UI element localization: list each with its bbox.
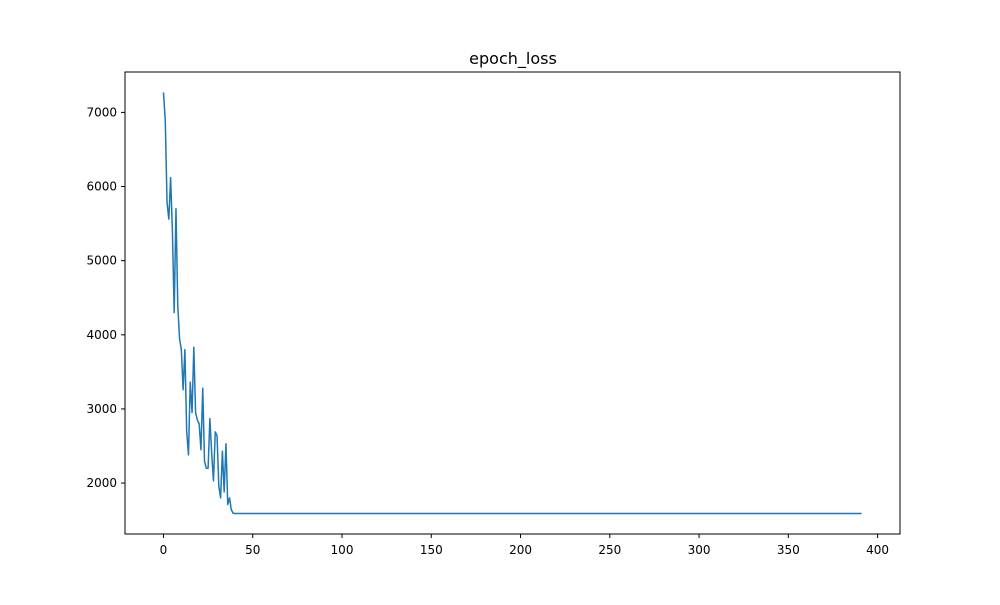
x-tick-label: 350 bbox=[777, 543, 800, 557]
x-tick-label: 400 bbox=[866, 543, 889, 557]
x-axis: 0 50 100 150 200 250 300 350 400 bbox=[160, 534, 889, 557]
y-tick-label: 5000 bbox=[86, 254, 117, 268]
y-axis: 2000 3000 4000 5000 6000 7000 bbox=[86, 105, 125, 490]
plot-layer bbox=[162, 92, 862, 515]
y-tick-label: 3000 bbox=[86, 402, 117, 416]
x-tick-label: 50 bbox=[245, 543, 260, 557]
x-tick-label: 200 bbox=[509, 543, 532, 557]
x-tick-label: 300 bbox=[688, 543, 711, 557]
chart-title: epoch_loss bbox=[469, 49, 557, 69]
y-tick-label: 7000 bbox=[86, 105, 117, 119]
y-tick-label: 4000 bbox=[86, 328, 117, 342]
x-tick-label: 250 bbox=[598, 543, 621, 557]
y-tick-label: 6000 bbox=[86, 180, 117, 194]
x-tick-label: 0 bbox=[160, 543, 168, 557]
x-tick-label: 150 bbox=[420, 543, 443, 557]
series-line-0 bbox=[162, 92, 862, 515]
plot-area-frame bbox=[124, 71, 901, 535]
y-tick-label: 2000 bbox=[86, 476, 117, 490]
x-tick-label: 100 bbox=[331, 543, 354, 557]
